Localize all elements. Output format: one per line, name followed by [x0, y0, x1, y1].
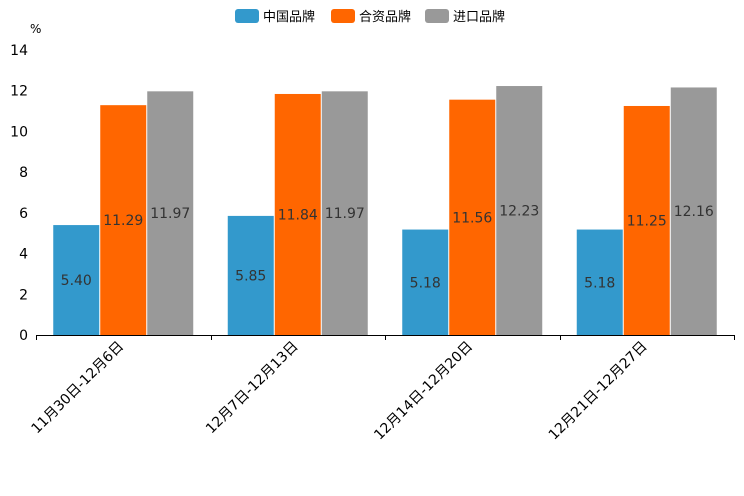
y-axis-unit-label: %: [30, 22, 41, 36]
bar: [623, 105, 670, 335]
data-label: 11.84: [278, 207, 318, 223]
bar: [321, 91, 368, 335]
bar: [100, 105, 147, 336]
legend: 中国品牌 合资品牌 进口品牌: [235, 9, 505, 25]
data-labels: 5.40 11.29 11.97 5.85 11.84 11.97 5.18 11.56 12.…: [61, 204, 714, 292]
y-tick-label: 12: [10, 84, 28, 100]
data-label: 5.18: [584, 275, 615, 291]
bar: [670, 87, 717, 335]
data-label: 11.56: [452, 210, 492, 226]
data-label: 5.18: [410, 275, 441, 291]
legend-item[interactable]: 合资品牌: [331, 9, 411, 25]
bar: [274, 93, 321, 335]
y-tick-label: 14: [10, 43, 28, 59]
legend-swatch: [425, 9, 449, 23]
bars: [53, 86, 717, 336]
data-label: 12.23: [499, 204, 539, 220]
x-tick-label: 12月7日-12月13日: [203, 339, 302, 438]
bar: [449, 99, 496, 336]
bar: [496, 86, 543, 336]
data-label: 11.29: [103, 213, 143, 229]
y-axis: 0 2 4 6 8 10 12 14: [10, 43, 28, 344]
bar: [227, 215, 274, 335]
bar: [53, 225, 100, 335]
legend-item[interactable]: 进口品牌: [425, 9, 505, 25]
y-tick-label: 6: [19, 206, 28, 222]
bar: [147, 91, 194, 335]
y-tick-label: 2: [19, 287, 28, 303]
data-label: 11.97: [325, 206, 365, 222]
x-tick-label: 12月21日-12月27日: [546, 339, 651, 444]
bar: [576, 229, 623, 335]
data-label: 5.85: [235, 268, 266, 284]
legend-swatch: [331, 9, 355, 23]
y-tick-label: 8: [19, 165, 28, 181]
legend-swatch: [235, 9, 259, 23]
y-tick-label: 0: [19, 328, 28, 344]
legend-label: 进口品牌: [453, 9, 505, 25]
legend-label: 合资品牌: [359, 9, 411, 25]
x-tick-label: 12月14日-12月20日: [371, 339, 476, 444]
bar: [402, 229, 449, 335]
legend-label: 中国品牌: [263, 9, 315, 25]
data-label: 5.40: [61, 273, 92, 289]
data-label: 12.16: [674, 204, 714, 220]
data-label: 11.97: [150, 206, 190, 222]
y-tick-label: 10: [10, 124, 28, 140]
x-tick-label: 11月30日-12月6日: [29, 339, 128, 438]
x-axis: 11月30日-12月6日 12月7日-12月13日 12月14日-12月20日 12月…: [29, 335, 735, 443]
data-label: 11.25: [627, 213, 667, 229]
legend-item[interactable]: 中国品牌: [235, 9, 315, 25]
y-tick-label: 4: [19, 247, 28, 263]
